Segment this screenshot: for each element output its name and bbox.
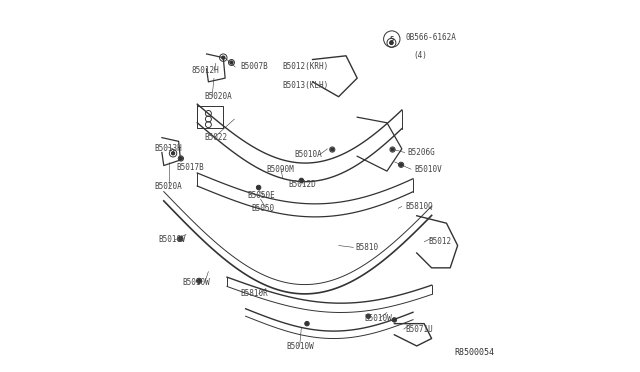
Circle shape: [305, 322, 308, 325]
Text: B5007B: B5007B: [240, 62, 268, 71]
Circle shape: [391, 148, 394, 151]
Text: B5013(KLH): B5013(KLH): [283, 81, 329, 90]
Text: B5010V: B5010V: [158, 235, 186, 244]
Circle shape: [179, 157, 182, 160]
Circle shape: [222, 56, 225, 59]
Circle shape: [172, 152, 175, 155]
Text: B5010V: B5010V: [415, 165, 443, 174]
Text: B5050E: B5050E: [248, 191, 275, 200]
Text: B5050: B5050: [251, 204, 275, 213]
Text: 0B566-6162A: 0B566-6162A: [406, 33, 456, 42]
Circle shape: [257, 186, 260, 189]
Text: B5020A: B5020A: [154, 182, 182, 190]
Text: S: S: [390, 36, 394, 42]
Text: B5017B: B5017B: [177, 163, 205, 172]
Text: B5010W: B5010W: [287, 342, 314, 351]
Text: B5090M: B5090M: [266, 165, 294, 174]
Text: 85012H: 85012H: [191, 66, 220, 75]
Text: B5012: B5012: [428, 237, 451, 246]
Text: B5810R: B5810R: [240, 289, 268, 298]
Text: B5810Q: B5810Q: [406, 202, 433, 211]
Text: B5013H: B5013H: [154, 144, 182, 153]
Text: B5010A: B5010A: [294, 150, 322, 159]
Circle shape: [367, 315, 370, 318]
Circle shape: [390, 41, 393, 44]
Circle shape: [331, 148, 334, 151]
Text: B5020A: B5020A: [205, 92, 232, 101]
Circle shape: [198, 279, 200, 282]
Text: B5010W: B5010W: [365, 314, 392, 323]
Circle shape: [179, 237, 182, 240]
Text: B5022: B5022: [205, 133, 228, 142]
Text: B5071U: B5071U: [406, 325, 433, 334]
Circle shape: [399, 163, 403, 166]
Circle shape: [300, 179, 303, 182]
Text: B5012D: B5012D: [289, 180, 316, 189]
Text: B5206G: B5206G: [408, 148, 435, 157]
Text: B5810: B5810: [355, 243, 378, 252]
Text: (4): (4): [413, 51, 427, 60]
Circle shape: [393, 318, 396, 321]
Text: B5012(KRH): B5012(KRH): [283, 62, 329, 71]
Text: B5010W: B5010W: [182, 278, 210, 287]
Circle shape: [390, 41, 393, 44]
Text: R8500054: R8500054: [455, 348, 495, 357]
Circle shape: [230, 61, 233, 64]
